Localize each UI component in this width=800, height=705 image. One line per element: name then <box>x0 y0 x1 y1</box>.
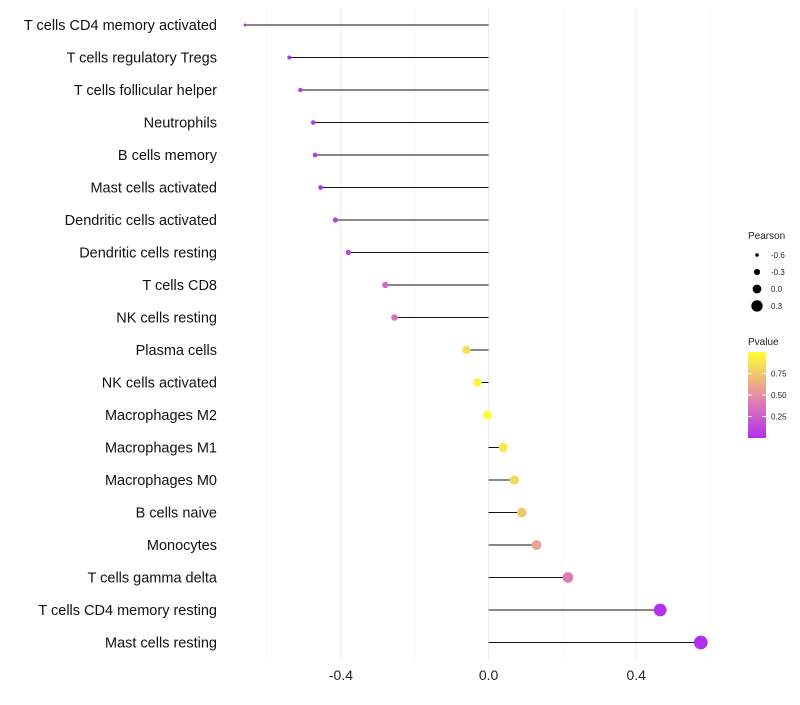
y-tick-label: T cells CD8 <box>142 278 217 294</box>
y-tick-label: B cells memory <box>118 148 218 164</box>
lollipop-dot <box>498 442 508 453</box>
pearson-legend-label: 0.0 <box>771 285 783 294</box>
lollipop-dot <box>653 603 667 617</box>
pvalue-colorbar <box>748 352 766 438</box>
lollipop-dot <box>345 249 352 256</box>
lollipop-dot <box>310 120 316 125</box>
y-tick-label: T cells regulatory Tregs <box>67 51 217 67</box>
y-tick-label: Mast cells activated <box>90 181 217 197</box>
grid-layer <box>266 8 711 660</box>
lollipop-dot <box>243 23 247 27</box>
y-tick-label: Monocytes <box>147 538 217 554</box>
y-tick-label: Plasma cells <box>136 343 217 359</box>
y-tick-label: Mast cells resting <box>105 636 217 652</box>
pearson-legend-key <box>755 253 759 257</box>
pearson-legend-label: -0.3 <box>771 268 785 277</box>
pvalue-legend: Pvalue 0.75 0.50 0.25 <box>748 337 787 438</box>
lollipop-dot <box>382 281 389 289</box>
y-tick-label: T cells gamma delta <box>88 571 218 587</box>
pvalue-legend-title: Pvalue <box>748 337 779 348</box>
y-tick-label: NK cells resting <box>116 311 217 327</box>
y-tick-label: Dendritic cells resting <box>79 246 217 262</box>
pearson-legend-label: -0.6 <box>771 251 785 260</box>
lollipop-dot <box>517 507 527 518</box>
lollipop-dot <box>531 540 542 550</box>
stem-layer <box>245 24 701 643</box>
lollipop-dot <box>391 314 398 321</box>
x-tick-label: 0.0 <box>479 667 499 683</box>
lollipop-dot <box>298 87 303 93</box>
pearson-legend-key <box>751 300 763 312</box>
pvalue-legend-label: 0.75 <box>771 370 787 379</box>
lollipop-dot <box>287 55 292 60</box>
lollipop-dot <box>509 475 520 485</box>
y-tick-label: Neutrophils <box>144 116 217 132</box>
pvalue-legend-label: 0.50 <box>771 391 787 400</box>
y-tick-label: Macrophages M0 <box>105 473 217 489</box>
dot-layer <box>243 23 708 650</box>
pearson-legend-title: Pearson <box>748 231 785 242</box>
lollipop-dot <box>462 345 471 355</box>
y-tick-label: Dendritic cells activated <box>65 213 217 229</box>
x-tick-label: -0.4 <box>329 667 353 683</box>
x-tick-label: 0.4 <box>626 667 646 683</box>
lollipop-dot <box>473 378 482 387</box>
lollipop-dot <box>332 217 338 223</box>
y-tick-labels: T cells CD4 memory activated T cells regu… <box>24 18 218 652</box>
pearson-legend-label: 0.3 <box>771 302 783 311</box>
y-tick-label: B cells naive <box>136 506 217 522</box>
pearson-legend-key <box>753 268 761 276</box>
x-tick-labels: -0.4 0.0 0.4 <box>329 667 646 683</box>
y-tick-label: Macrophages M1 <box>105 441 217 457</box>
lollipop-dot <box>312 152 318 158</box>
pvalue-legend-label: 0.25 <box>771 413 787 422</box>
lollipop-dot <box>318 185 324 190</box>
lollipop-dot <box>483 410 492 420</box>
lollipop-dot <box>562 572 574 583</box>
y-tick-label: Macrophages M2 <box>105 408 217 424</box>
y-tick-label: NK cells activated <box>102 376 217 392</box>
y-tick-label: T cells follicular helper <box>74 83 217 99</box>
pearson-legend: Pearson -0.6 -0.3 0.0 0.3 <box>748 231 785 312</box>
y-tick-label: T cells CD4 memory activated <box>24 18 217 34</box>
y-tick-label: T cells CD4 memory resting <box>38 603 217 619</box>
lollipop-dot <box>693 635 708 650</box>
pearson-legend-key <box>752 284 762 294</box>
